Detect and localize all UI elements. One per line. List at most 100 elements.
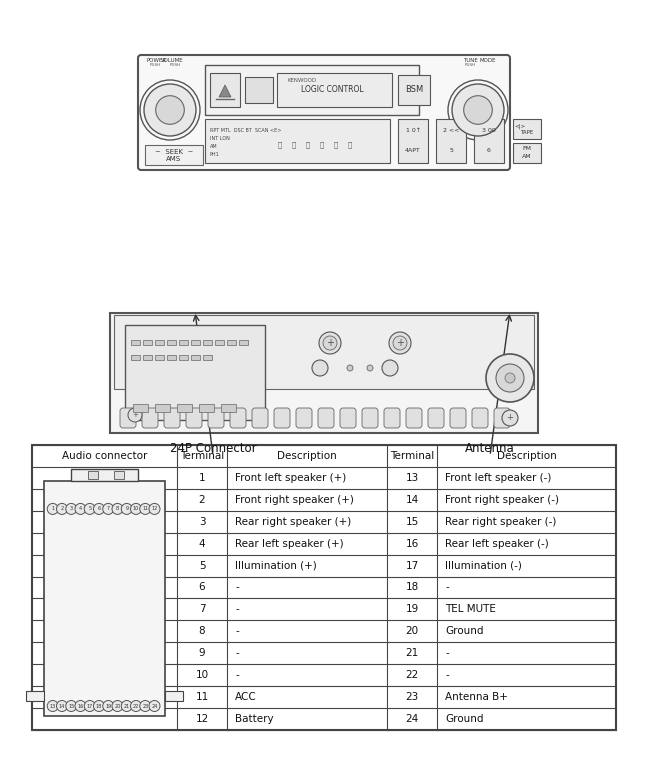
Bar [177,404,192,412]
Text: Rear right speaker (+): Rear right speaker (+) [235,517,351,527]
Circle shape [121,503,132,515]
Bar [436,119,466,163]
Circle shape [128,408,142,422]
Text: BSM: BSM [405,85,423,94]
Text: +: + [396,338,404,348]
Circle shape [56,503,67,515]
Text: 23: 23 [142,703,148,709]
Text: 19: 19 [406,604,419,614]
Circle shape [156,96,184,124]
Text: 口: 口 [292,141,296,148]
Bar [210,73,240,107]
Bar [167,340,176,345]
Bar [191,355,200,360]
Bar [110,313,538,433]
Text: -: - [445,582,449,592]
Text: 4: 4 [79,506,82,511]
Text: 24: 24 [152,703,157,709]
Circle shape [387,365,393,371]
Text: 17: 17 [406,561,419,571]
Circle shape [84,503,95,515]
Text: Rear left speaker (-): Rear left speaker (-) [445,538,549,548]
Text: 21: 21 [124,703,130,709]
Text: 17: 17 [87,703,93,709]
Text: TAPE: TAPE [520,131,533,135]
Circle shape [486,354,534,402]
Text: FM: FM [522,147,531,151]
Text: 口: 口 [320,141,324,148]
Circle shape [393,336,407,350]
Bar [227,340,236,345]
Bar [155,340,164,345]
Bar [155,404,170,412]
Text: 3: 3 [70,506,73,511]
Bar [143,340,152,345]
Text: -: - [235,648,238,658]
Text: Audio connector: Audio connector [62,451,147,461]
FancyBboxPatch shape [472,408,488,428]
Text: 7: 7 [107,506,110,511]
FancyBboxPatch shape [362,408,378,428]
Circle shape [312,360,328,376]
Text: ~  SEEK  ~: ~ SEEK ~ [155,149,193,155]
Text: Antenna B+: Antenna B+ [445,692,508,702]
Text: 8: 8 [116,506,119,511]
Text: 15: 15 [68,703,75,709]
FancyBboxPatch shape [120,408,136,428]
FancyBboxPatch shape [450,408,466,428]
Circle shape [347,365,353,371]
Text: 23: 23 [406,692,419,702]
FancyBboxPatch shape [252,408,268,428]
Text: Battery: Battery [235,714,273,724]
Text: AM: AM [522,154,532,158]
Text: 10: 10 [133,506,139,511]
Text: 14: 14 [406,495,419,505]
Bar [155,355,164,360]
Circle shape [389,332,411,354]
FancyBboxPatch shape [142,408,158,428]
Circle shape [103,503,114,515]
Text: -: - [445,648,449,658]
Text: 8: 8 [199,627,205,637]
Bar [131,340,140,345]
Circle shape [121,700,132,711]
Bar [513,143,541,163]
Text: 13: 13 [50,703,56,709]
Circle shape [112,700,123,711]
Text: 5: 5 [199,561,205,571]
Text: AMS: AMS [167,156,181,162]
Bar [44,481,165,716]
Bar [203,355,212,360]
Text: Illumination (+): Illumination (+) [235,561,317,571]
Text: PUSH: PUSH [169,63,181,67]
Text: 21: 21 [406,648,419,658]
Bar [88,471,98,479]
Text: Front left speaker (+): Front left speaker (+) [235,473,346,483]
Text: AM: AM [210,144,218,150]
Text: 18: 18 [96,703,102,709]
Text: Front left speaker (-): Front left speaker (-) [445,473,551,483]
Circle shape [84,700,95,711]
Text: TUNE: TUNE [463,58,478,64]
Text: 口: 口 [348,141,352,148]
Text: 10: 10 [196,670,209,680]
Text: 口: 口 [278,141,282,148]
FancyBboxPatch shape [296,408,312,428]
Bar [165,691,183,701]
Text: 16: 16 [406,538,419,548]
FancyBboxPatch shape [230,408,246,428]
Text: -: - [235,582,238,592]
Text: -: - [235,670,238,680]
Circle shape [93,700,104,711]
Text: 24P Connector: 24P Connector [170,442,257,455]
FancyBboxPatch shape [164,408,180,428]
Bar [277,73,392,107]
Text: 2 <<: 2 << [443,127,459,133]
Text: ACC: ACC [235,692,257,702]
Bar [167,355,176,360]
Text: -: - [235,627,238,637]
Text: 11: 11 [196,692,209,702]
Text: Front right speaker (-): Front right speaker (-) [445,495,559,505]
Text: 2: 2 [199,495,205,505]
Bar [143,355,152,360]
